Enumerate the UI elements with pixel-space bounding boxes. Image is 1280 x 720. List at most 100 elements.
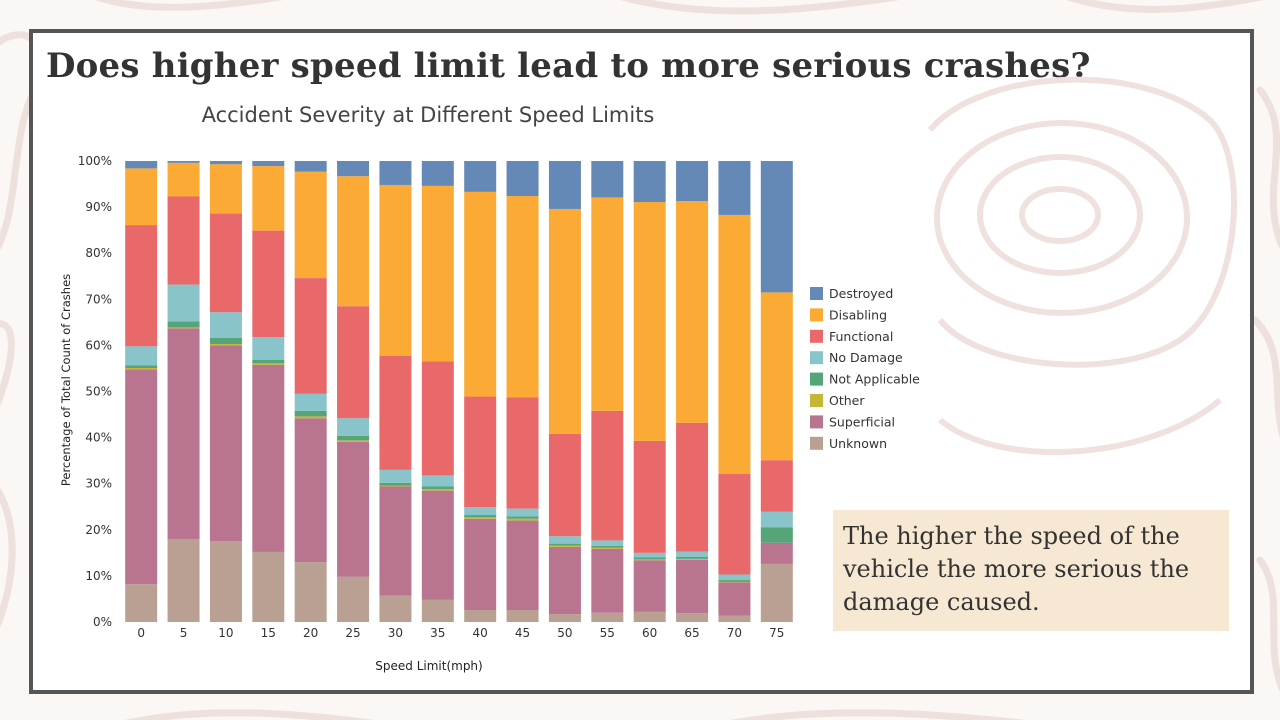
- bar-segment-no-damage: [506, 508, 539, 517]
- bar-segment-disabling: [676, 201, 709, 423]
- callout-box: The higher the speed of the vehicle the …: [833, 510, 1229, 631]
- bar-segment-other: [506, 518, 539, 521]
- x-tick-label: 25: [345, 626, 360, 640]
- bar-segment-functional: [125, 225, 158, 347]
- bar-segment-functional: [337, 306, 370, 419]
- bar-segment-destroyed: [209, 161, 242, 165]
- bar-segment-unknown: [464, 610, 497, 622]
- legend-swatch: [810, 287, 823, 300]
- bar-segment-disabling: [633, 202, 666, 441]
- bar-segment-not-applicable: [379, 482, 412, 486]
- bar-segment-disabling: [506, 196, 539, 398]
- x-tick-label: 10: [218, 626, 233, 640]
- bar-segment-unknown: [633, 611, 666, 622]
- y-tick-label: 0%: [93, 615, 112, 629]
- bar-segment-superficial: [464, 518, 497, 611]
- bar-segment-superficial: [125, 369, 158, 585]
- bar-segment-no-damage: [379, 469, 412, 483]
- bar-segment-disabling: [591, 197, 624, 411]
- bar-segment-superficial: [760, 542, 793, 564]
- bar-segment-not-applicable: [633, 557, 666, 560]
- legend-label: Not Applicable: [829, 372, 920, 387]
- bar-segment-not-applicable: [718, 580, 751, 582]
- legend-swatch: [810, 372, 823, 386]
- bar-segment-not-applicable: [209, 338, 242, 345]
- bar-segment-not-applicable: [591, 545, 624, 548]
- bar-segment-destroyed: [125, 161, 158, 169]
- y-tick-label: 100%: [78, 154, 112, 168]
- bar-segment-unknown: [252, 551, 285, 622]
- bar-segment-not-applicable: [464, 515, 497, 518]
- bar-segment-superficial: [591, 548, 624, 613]
- bar-segment-other: [379, 485, 412, 487]
- x-tick-label: 15: [261, 626, 276, 640]
- bar-segment-unknown: [591, 612, 624, 622]
- x-axis-label: Speed Limit(mph): [375, 659, 482, 673]
- bar-segment-no-damage: [760, 511, 793, 528]
- bar-segment-destroyed: [760, 161, 793, 293]
- bar-segment-other: [209, 344, 242, 346]
- x-tick-label: 50: [557, 626, 572, 640]
- bar-segment-not-applicable: [506, 516, 539, 519]
- bar-segment-superficial: [252, 364, 285, 552]
- legend-swatch: [810, 351, 823, 365]
- bar-segment-unknown: [294, 562, 327, 622]
- bar-segment-no-damage: [548, 536, 581, 544]
- x-tick-label: 40: [473, 626, 488, 640]
- legend-swatch: [810, 415, 823, 429]
- x-tick-label: 60: [642, 626, 657, 640]
- bar-segment-destroyed: [337, 161, 370, 177]
- bar-segment-unknown: [379, 595, 412, 622]
- bar-segment-destroyed: [548, 161, 581, 209]
- bar-segment-unknown: [421, 599, 454, 622]
- bar-segment-destroyed: [676, 161, 709, 202]
- bar-segment-no-damage: [464, 507, 497, 516]
- bar-segment-disabling: [294, 171, 327, 279]
- bar-segment-disabling: [252, 166, 285, 231]
- bar-segment-disabling: [379, 184, 412, 357]
- legend-swatch: [810, 308, 823, 322]
- bar-segment-disabling: [760, 292, 793, 461]
- bar-segment-not-applicable: [337, 435, 370, 441]
- bar-segment-unknown: [548, 614, 581, 622]
- bar-segment-other: [252, 363, 285, 365]
- bar-segment-superficial: [209, 345, 242, 542]
- x-tick-label: 75: [769, 626, 784, 640]
- bar-segment-disabling: [337, 176, 370, 307]
- x-tick-label: 70: [727, 626, 742, 640]
- bar-segment-superficial: [379, 486, 412, 596]
- bar-segment-disabling: [464, 191, 497, 397]
- y-tick-label: 10%: [85, 569, 112, 583]
- bar-segment-destroyed: [506, 161, 539, 197]
- bar-segment-other: [294, 416, 327, 419]
- bar-segment-no-damage: [676, 551, 709, 557]
- bar-segment-functional: [676, 422, 709, 552]
- y-tick-label: 80%: [85, 246, 112, 260]
- bar-segment-other: [167, 327, 200, 329]
- bar-segment-unknown: [337, 576, 370, 622]
- bar-segment-functional: [421, 361, 454, 476]
- x-tick-label: 0: [137, 626, 145, 640]
- bar-segment-not-applicable: [548, 543, 581, 546]
- y-tick-label: 70%: [85, 292, 112, 306]
- bar-segment-disabling: [125, 168, 158, 226]
- bar-segment-destroyed: [633, 161, 666, 203]
- x-tick-label: 5: [180, 626, 188, 640]
- bar-segment-not-applicable: [676, 556, 709, 559]
- bar-segment-other: [548, 545, 581, 547]
- bar-segment-functional: [506, 397, 539, 509]
- bar-segment-disabling: [718, 214, 751, 475]
- x-tick-label: 55: [600, 626, 615, 640]
- bar-segment-functional: [591, 410, 624, 541]
- bar-segment-functional: [294, 278, 327, 394]
- y-tick-label: 50%: [85, 385, 112, 399]
- bar-segment-unknown: [718, 615, 751, 622]
- bar-segment-no-damage: [718, 574, 751, 581]
- bar-segment-destroyed: [421, 161, 454, 186]
- bar-segment-superficial: [506, 520, 539, 611]
- bar-segment-superficial: [337, 441, 370, 577]
- bar-segment-not-applicable: [125, 365, 158, 368]
- slide-title: Does higher speed limit lead to more ser…: [46, 46, 1091, 86]
- y-tick-label: 30%: [85, 477, 112, 491]
